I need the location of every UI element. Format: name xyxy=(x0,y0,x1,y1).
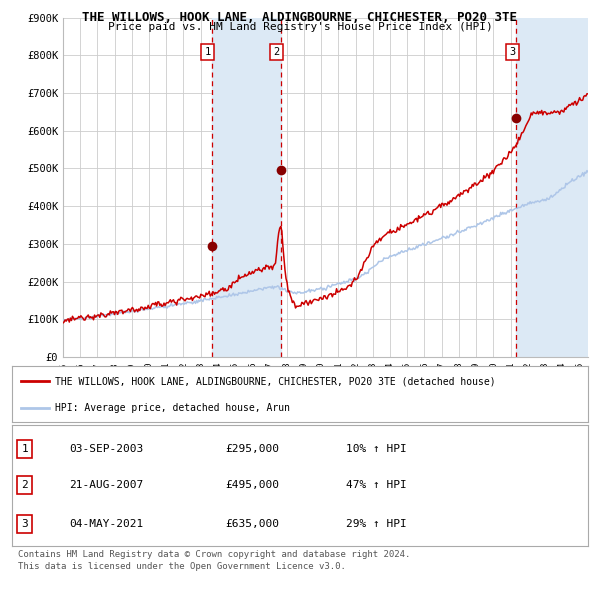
Text: 3: 3 xyxy=(509,47,515,57)
Bar xyxy=(517,18,588,357)
Text: 1: 1 xyxy=(205,47,211,57)
Text: £295,000: £295,000 xyxy=(225,444,279,454)
Text: Contains HM Land Registry data © Crown copyright and database right 2024.: Contains HM Land Registry data © Crown c… xyxy=(18,550,410,559)
Text: This data is licensed under the Open Government Licence v3.0.: This data is licensed under the Open Gov… xyxy=(18,562,346,571)
Text: £495,000: £495,000 xyxy=(225,480,279,490)
Text: 2: 2 xyxy=(274,47,280,57)
Text: 03-SEP-2003: 03-SEP-2003 xyxy=(70,444,144,454)
Text: Price paid vs. HM Land Registry's House Price Index (HPI): Price paid vs. HM Land Registry's House … xyxy=(107,22,493,32)
Text: £635,000: £635,000 xyxy=(225,519,279,529)
Text: 3: 3 xyxy=(21,519,28,529)
Text: 47% ↑ HPI: 47% ↑ HPI xyxy=(346,480,407,490)
Bar xyxy=(212,18,281,357)
Text: HPI: Average price, detached house, Arun: HPI: Average price, detached house, Arun xyxy=(55,403,290,413)
Text: 04-MAY-2021: 04-MAY-2021 xyxy=(70,519,144,529)
Text: THE WILLOWS, HOOK LANE, ALDINGBOURNE, CHICHESTER, PO20 3TE (detached house): THE WILLOWS, HOOK LANE, ALDINGBOURNE, CH… xyxy=(55,376,496,386)
Text: 2: 2 xyxy=(21,480,28,490)
Text: 21-AUG-2007: 21-AUG-2007 xyxy=(70,480,144,490)
Text: 10% ↑ HPI: 10% ↑ HPI xyxy=(346,444,407,454)
Text: 29% ↑ HPI: 29% ↑ HPI xyxy=(346,519,407,529)
Text: THE WILLOWS, HOOK LANE, ALDINGBOURNE, CHICHESTER, PO20 3TE: THE WILLOWS, HOOK LANE, ALDINGBOURNE, CH… xyxy=(83,11,517,24)
Text: 1: 1 xyxy=(21,444,28,454)
